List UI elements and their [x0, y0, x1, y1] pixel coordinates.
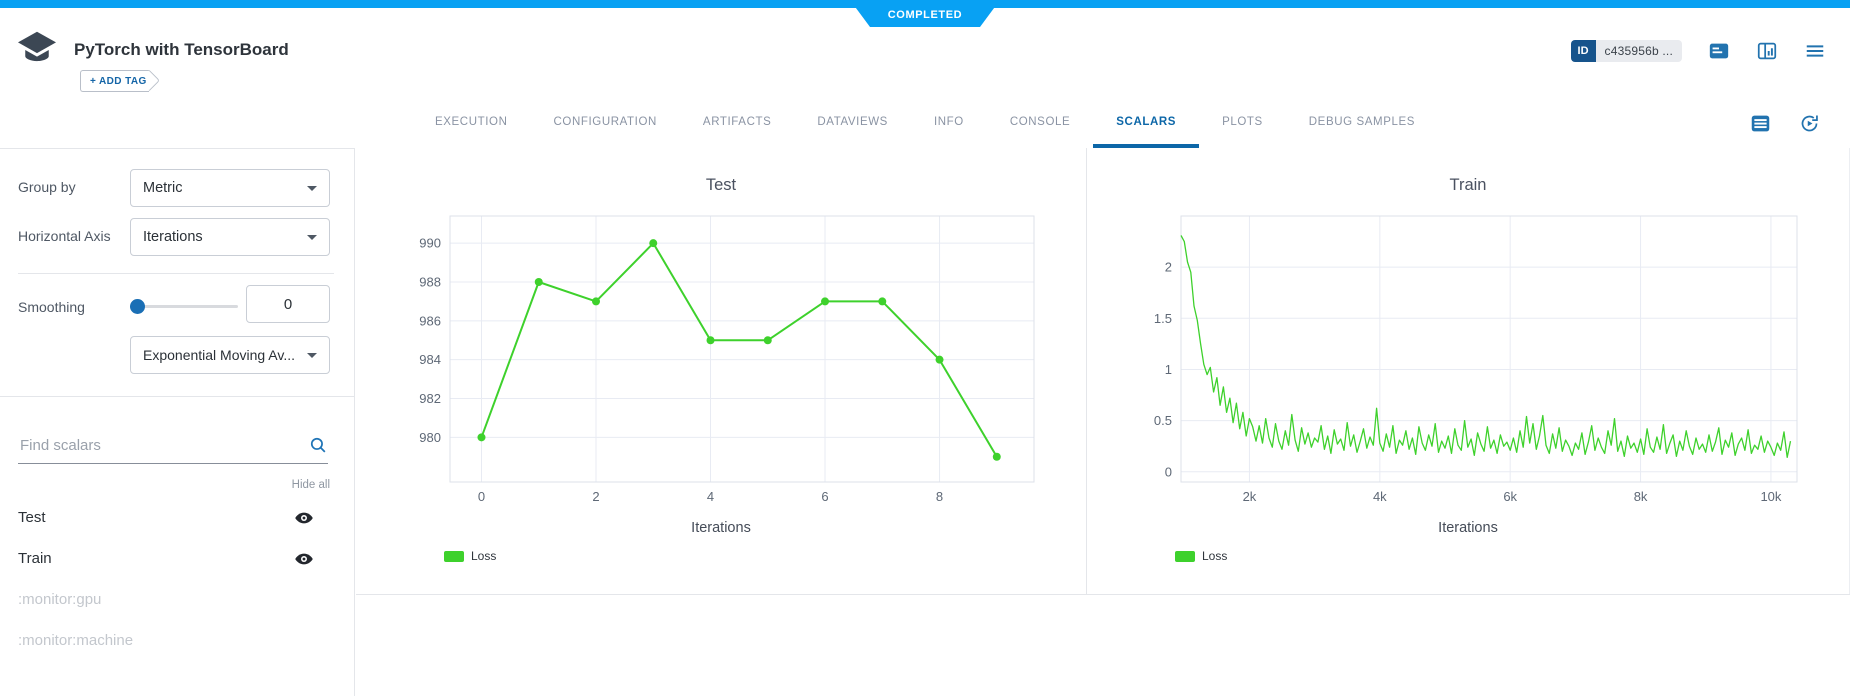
- tab-dataviews[interactable]: DATAVIEWS: [817, 116, 888, 128]
- svg-text:980: 980: [419, 430, 441, 445]
- svg-text:0.5: 0.5: [1154, 413, 1172, 428]
- status-badge: COMPLETED: [850, 0, 1000, 27]
- eye-icon[interactable]: [294, 508, 314, 528]
- header: PyTorch with TensorBoard + ADD TAG ID c4…: [0, 8, 1850, 98]
- scalar-search: [18, 427, 328, 464]
- legend-swatch: [1175, 550, 1195, 562]
- columns-layout-icon[interactable]: [1756, 40, 1778, 62]
- metric-label: Train: [18, 550, 52, 567]
- metric-label: Test: [18, 509, 46, 526]
- slider-track[interactable]: [130, 304, 238, 308]
- eye-icon[interactable]: [294, 549, 314, 569]
- smoothing-slider[interactable]: [130, 298, 238, 314]
- divider: [0, 396, 354, 397]
- tab-scalars[interactable]: SCALARS: [1093, 98, 1200, 148]
- tab-configuration[interactable]: CONFIGURATION: [553, 116, 657, 128]
- svg-text:8k: 8k: [1634, 489, 1648, 504]
- auto-refresh-icon[interactable]: [1799, 113, 1820, 134]
- svg-text:8: 8: [936, 489, 943, 504]
- add-tag-label: + ADD TAG: [90, 75, 147, 87]
- tab-artifacts[interactable]: ARTIFACTS: [702, 116, 772, 128]
- tab-execution[interactable]: EXECUTION: [435, 116, 508, 128]
- tab-plots[interactable]: PLOTS: [1222, 116, 1263, 128]
- divider: [18, 273, 334, 274]
- group-by-label: Group by: [18, 179, 76, 195]
- metric-item-monitor-machine[interactable]: :monitor:machine: [0, 620, 354, 661]
- x-axis-label: Iterations: [1438, 520, 1498, 536]
- svg-text:2k: 2k: [1243, 489, 1257, 504]
- notes-icon[interactable]: [1708, 40, 1730, 62]
- svg-text:1: 1: [1165, 362, 1172, 377]
- metric-label: :monitor:gpu: [18, 591, 102, 608]
- search-icon[interactable]: [309, 436, 328, 455]
- smoothing-label: Smoothing: [18, 299, 85, 315]
- menu-icon[interactable]: [1804, 40, 1826, 62]
- group-by-select[interactable]: Metric: [130, 169, 330, 207]
- metric-item-test[interactable]: Test: [0, 497, 354, 538]
- group-by-value: Metric: [143, 180, 183, 196]
- chevron-down-icon: [307, 235, 317, 245]
- chart-legend[interactable]: Loss: [444, 549, 496, 563]
- chevron-down-icon: [307, 353, 317, 363]
- id-badge: ID: [1570, 40, 1596, 62]
- charts-area: Test 980 982 984 986 988 990 0 2 4 6 8 Iterations Los…: [356, 148, 1850, 595]
- tab-debug-samples[interactable]: DEBUG SAMPLES: [1308, 116, 1415, 128]
- smoothing-value-input[interactable]: [246, 285, 330, 323]
- tab-bar: EXECUTION CONFIGURATION ARTIFACTS DATAVIEWS…: [0, 98, 1850, 148]
- svg-text:990: 990: [419, 236, 441, 251]
- svg-text:6k: 6k: [1503, 489, 1517, 504]
- scalars-sidebar: Group by Metric Horizontal Axis Iteratio…: [0, 148, 355, 696]
- status-label: COMPLETED: [887, 9, 963, 21]
- task-id-group[interactable]: ID c435956b ...: [1570, 40, 1682, 62]
- svg-text:4: 4: [707, 489, 714, 504]
- chart-plot-train[interactable]: 0 0.5 1 1.5 2 2k 4k 6k 8k 10k: [1117, 206, 1819, 516]
- svg-text:1.5: 1.5: [1154, 311, 1172, 326]
- metric-list: Test Train :monitor:gpu :monitor:machine: [0, 497, 354, 661]
- smoothing-algorithm-select[interactable]: Exponential Moving Av...: [130, 336, 330, 374]
- table-view-icon[interactable]: [1750, 113, 1771, 134]
- chart-title-test: Test: [705, 176, 737, 194]
- tab-info[interactable]: INFO: [933, 116, 964, 128]
- legend-label: Loss: [471, 549, 497, 563]
- header-actions: ID c435956b ...: [1570, 40, 1826, 62]
- task-id-value: c435956b ...: [1595, 40, 1682, 62]
- search-input[interactable]: [18, 435, 309, 455]
- experiment-title: PyTorch with TensorBoard: [74, 40, 289, 59]
- hide-all-link[interactable]: Hide all: [291, 479, 330, 491]
- chevron-down-icon: [307, 186, 317, 196]
- metric-label: :monitor:machine: [18, 632, 134, 649]
- svg-text:0: 0: [478, 489, 485, 504]
- horizontal-axis-label: Horizontal Axis: [18, 228, 111, 244]
- legend-swatch: [444, 550, 464, 562]
- chart-plot-test[interactable]: 980 982 984 986 988 990 0 2 4 6 8: [386, 206, 1056, 516]
- svg-text:986: 986: [419, 313, 441, 328]
- chart-legend[interactable]: Loss: [1175, 549, 1227, 563]
- legend-label: Loss: [1202, 549, 1228, 563]
- svg-text:4k: 4k: [1373, 489, 1387, 504]
- svg-text:2: 2: [592, 489, 599, 504]
- chart-panel-test: Test 980 982 984 986 988 990 0 2 4 6 8 Iterations Los…: [356, 148, 1087, 594]
- tab-console[interactable]: CONSOLE: [1009, 116, 1071, 128]
- slider-thumb[interactable]: [130, 298, 145, 314]
- svg-text:2: 2: [1165, 260, 1172, 275]
- graduation-cap-icon: [18, 31, 56, 62]
- metric-item-train[interactable]: Train: [0, 538, 354, 579]
- smoothing-algorithm-value: Exponential Moving Av...: [143, 347, 296, 363]
- add-tag-button[interactable]: + ADD TAG: [80, 70, 149, 92]
- chart-panel-train: Train 0 0.5 1 1.5 2 2k 4k 6k 8k 10k Iterations Loss: [1087, 148, 1850, 594]
- horizontal-axis-value: Iterations: [143, 229, 203, 245]
- x-axis-label: Iterations: [691, 520, 751, 536]
- svg-text:982: 982: [419, 391, 441, 406]
- metric-item-monitor-gpu[interactable]: :monitor:gpu: [0, 579, 354, 620]
- svg-text:984: 984: [419, 352, 441, 367]
- horizontal-axis-select[interactable]: Iterations: [130, 218, 330, 256]
- svg-text:6: 6: [821, 489, 828, 504]
- chart-title-train: Train: [1449, 176, 1487, 194]
- svg-text:988: 988: [419, 275, 441, 290]
- tab-bar-actions: [1750, 98, 1820, 148]
- svg-text:0: 0: [1165, 464, 1172, 479]
- svg-text:10k: 10k: [1760, 489, 1781, 504]
